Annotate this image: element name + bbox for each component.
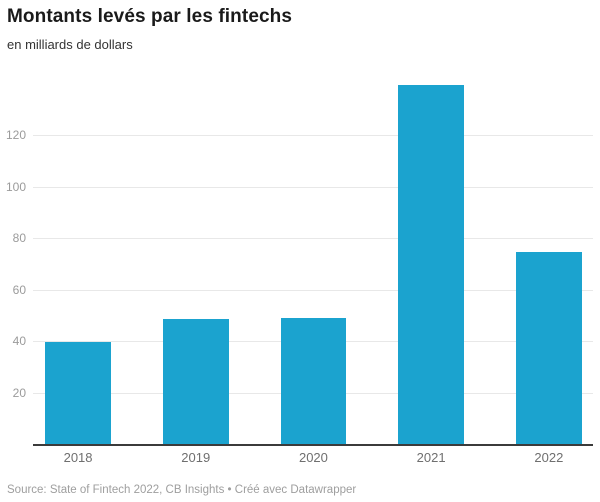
y-tick-label-40: 40	[12, 334, 26, 348]
x-tick-label-2021: 2021	[416, 450, 446, 465]
x-tick-label-2018: 2018	[63, 450, 93, 465]
y-tick-label-20: 20	[12, 385, 26, 400]
chart-subtitle: en milliards de dollars	[7, 37, 133, 52]
bar-2019	[163, 318, 229, 445]
x-axis-line	[33, 444, 593, 446]
bar-2021	[398, 84, 464, 445]
bar-2018	[45, 342, 111, 445]
y-tick-label-120: 120	[5, 128, 26, 142]
gridline-60	[33, 289, 593, 291]
bar-2020	[280, 317, 347, 445]
y-tick-label-80: 80	[12, 231, 26, 245]
y-tick-label-100: 100	[5, 179, 26, 194]
x-tick-label-2020: 2020	[298, 450, 328, 465]
chart-title: Montants levés par les fintechs	[7, 6, 293, 27]
x-tick-label-2022: 2022	[534, 450, 564, 465]
gridline-100	[33, 186, 593, 188]
gridline-120	[33, 135, 593, 136]
y-tick-label-60: 60	[12, 282, 26, 297]
bar-2022	[516, 251, 582, 445]
source-note: Source: State of Fintech 2022, CB Insigh…	[7, 484, 357, 496]
x-tick-label-2019: 2019	[181, 450, 211, 465]
plot-area: 20 40 60 80 100 120 2018 2019 2020 2021 2022	[6, 76, 593, 465]
gridline-80	[33, 238, 593, 239]
